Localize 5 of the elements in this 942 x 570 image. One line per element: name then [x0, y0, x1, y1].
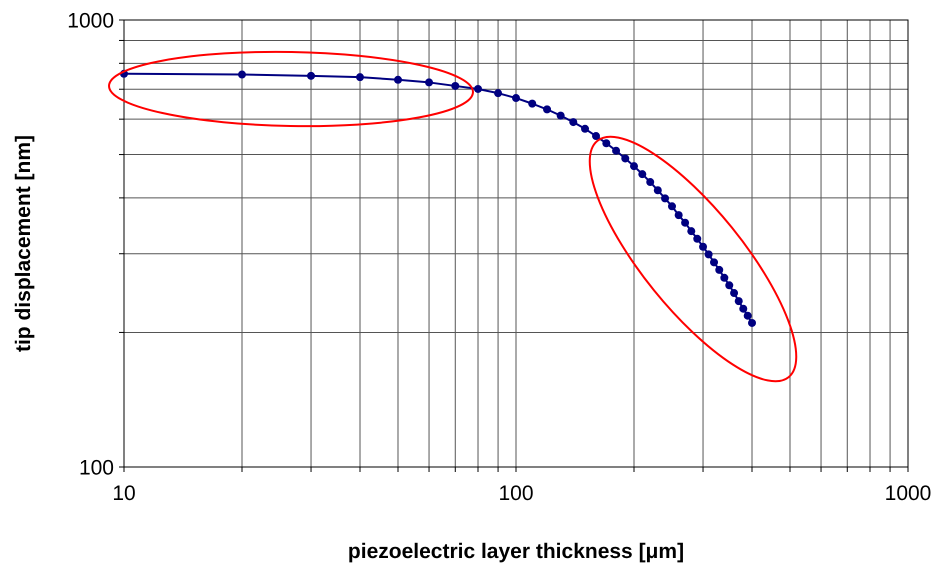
x-tick-label: 100 [498, 482, 534, 505]
x-tick-label: 1000 [884, 482, 932, 505]
x-tick-label: 10 [112, 482, 136, 505]
x-axis-title: piezoelectric layer thickness [μm] [348, 540, 684, 563]
y-axis-title: tip displacement [nm] [12, 134, 35, 352]
